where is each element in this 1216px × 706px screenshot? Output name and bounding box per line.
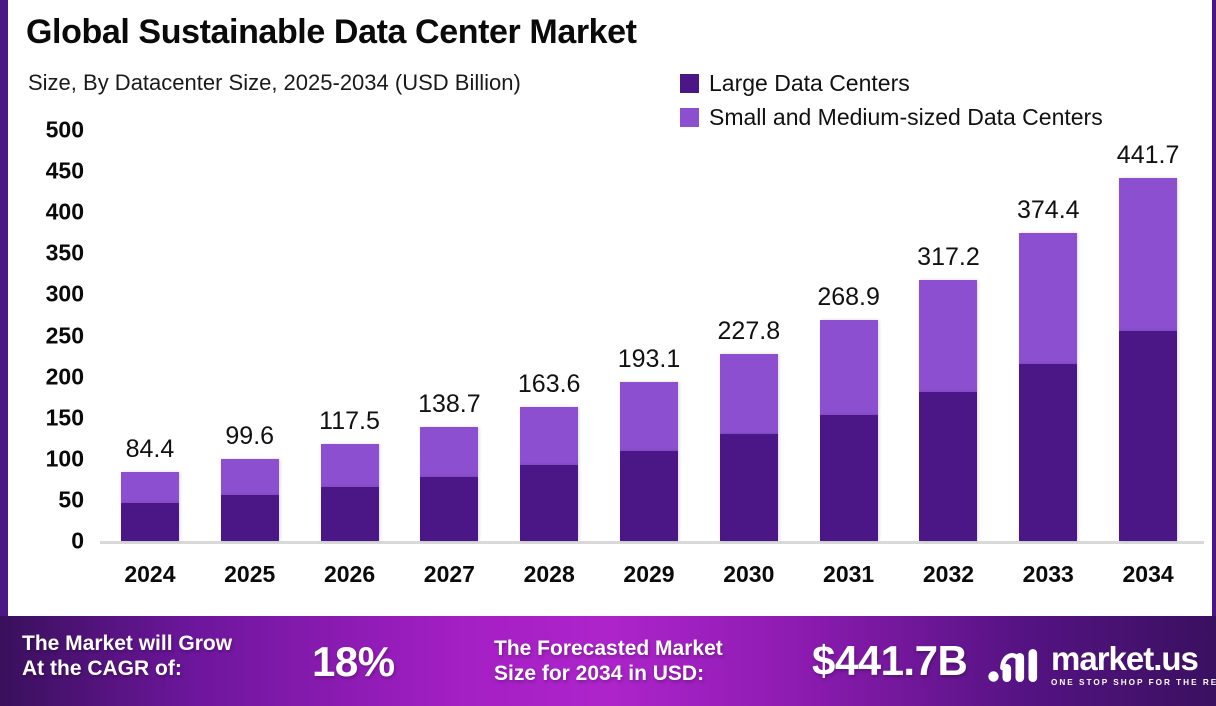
x-axis-label: 2031 [823,561,875,587]
bar-segment-large[interactable] [919,392,978,541]
chart-legend: Large Data Centers Small and Medium-size… [680,66,1103,134]
bar-column[interactable]: 227.8 2030 [718,317,781,587]
legend-swatch-large [680,73,699,93]
y-axis-tick: 0 [71,527,84,554]
bar-segment-large[interactable] [620,451,678,541]
x-axis-label: 2032 [922,561,975,587]
bar-segment-small-medium[interactable] [220,459,279,495]
logo-wordmark: market.us [1051,640,1199,677]
bar-column[interactable]: 163.6 2028 [518,370,581,587]
cagr-label-line2: At the CAGR of: [22,656,182,680]
y-axis-tick: 350 [45,239,84,266]
x-axis-label: 2026 [323,561,376,587]
bar-segment-large[interactable] [520,465,579,541]
bar-segment-large[interactable] [819,415,878,541]
x-axis-label: 2033 [1022,561,1074,587]
legend-item-large[interactable]: Large Data Centers [680,66,1103,100]
legend-swatch-small-medium [680,107,699,127]
x-axis-label: 2024 [124,561,176,587]
bar-value-label: 84.4 [125,434,175,463]
cagr-value: 18% [312,638,395,685]
bar-segment-small-medium[interactable] [320,444,379,487]
y-axis-tick: 450 [45,157,84,184]
footer-banner: The Market will Grow At the CAGR of: 18%… [0,616,1216,706]
bar-column[interactable]: 138.7 2027 [418,390,481,587]
page-title: Global Sustainable Data Center Market [26,13,637,51]
bar-segment-large[interactable] [1119,331,1178,541]
bar-value-label: 227.8 [717,316,781,345]
cagr-label: The Market will Grow At the CAGR of: [22,632,232,681]
bar-group: 84.4 2024 99.6 2025 117.5 2026 138.7 2027 163.6 2… [100,120,1198,600]
x-axis-label: 2025 [224,561,276,587]
y-axis-tick: 500 [45,116,84,143]
forecast-value: $441.7B [812,637,968,684]
forecast-label-line1: The Forecasted Market [494,637,723,660]
y-axis: 500 450 400 350 300 250 200 150 100 50 0 [8,116,92,600]
bar-segment-small-medium[interactable] [620,382,678,452]
bar-segment-small-medium[interactable] [120,471,179,504]
bar-column[interactable]: 84.4 2024 [120,435,179,587]
logo-text: market.us ONE STOP SHOP FOR THE REPORTS [1051,642,1216,687]
bar-value-label: 441.7 [1116,140,1180,169]
bar-segment-small-medium[interactable] [520,406,579,466]
forecast-label: The Forecasted Market Size for 2034 in U… [494,637,723,686]
bar-value-label: 193.1 [617,345,681,374]
bar-column[interactable]: 317.2 2032 [917,243,980,587]
bar-value-label: 117.5 [319,407,380,436]
y-axis-tick: 150 [45,404,84,431]
bar-column[interactable]: 441.7 2034 [1117,141,1180,587]
legend-label-large: Large Data Centers [709,69,910,96]
y-axis-tick: 100 [45,445,84,472]
logo-mark-icon [988,648,1038,682]
bar-segment-large[interactable] [320,486,379,541]
x-axis-baseline [100,541,1204,544]
y-axis-tick: 400 [45,198,84,225]
x-axis-label: 2030 [723,561,775,587]
y-axis-tick: 200 [45,363,84,390]
chart-plot-area: 500 450 400 350 300 250 200 150 100 50 0 84.4 2024 9… [8,116,1212,600]
bar-column[interactable]: 374.4 2033 [1017,196,1080,587]
bar-segment-large[interactable] [420,476,479,541]
bar-value-label: 317.2 [917,243,980,272]
bar-column[interactable]: 117.5 2026 [319,407,380,587]
bar-segment-small-medium[interactable] [420,427,479,477]
bar-segment-large[interactable] [120,503,179,541]
y-axis-tick: 250 [45,322,84,348]
bar-column[interactable]: 268.9 2031 [817,283,880,587]
bar-column[interactable]: 99.6 2025 [220,422,279,587]
chart-subtitle: Size, By Datacenter Size, 2025-2034 (USD… [28,70,521,95]
bar-segment-small-medium[interactable] [919,280,978,393]
bar-segment-small-medium[interactable] [1119,177,1178,332]
bar-value-label: 99.6 [225,422,275,451]
bar-segment-large[interactable] [719,434,778,541]
cagr-label-line1: The Market will Grow [22,632,233,655]
chart-header: Global Sustainable Data Center Market Si… [8,0,1212,120]
legend-item-small-medium[interactable]: Small and Medium-sized Data Centers [680,100,1103,134]
legend-label-small-medium: Small and Medium-sized Data Centers [709,103,1103,130]
bar-segment-small-medium[interactable] [1019,233,1078,365]
bar-value-label: 163.6 [517,369,581,398]
market-us-logo[interactable]: market.us ONE STOP SHOP FOR THE REPORTS [988,642,1216,687]
x-axis-label: 2027 [423,561,475,587]
bar-value-label: 374.4 [1016,196,1080,225]
x-axis-label: 2034 [1122,561,1174,587]
forecast-label-line2: Size for 2034 in USD: [494,661,705,685]
y-axis-tick: 300 [45,280,84,307]
bar-segment-large[interactable] [1019,364,1078,541]
bar-value-label: 268.9 [817,282,880,311]
bar-segment-small-medium[interactable] [819,319,878,416]
bar-segment-small-medium[interactable] [719,353,778,435]
bar-column[interactable]: 193.1 2029 [618,345,681,587]
y-axis-tick: 50 [58,486,84,513]
bar-value-label: 138.7 [418,390,481,418]
bar-segment-large[interactable] [220,494,279,541]
x-axis-label: 2029 [623,561,675,587]
x-axis-label: 2028 [523,561,575,587]
logo-tagline: ONE STOP SHOP FOR THE REPORTS [1051,678,1216,687]
